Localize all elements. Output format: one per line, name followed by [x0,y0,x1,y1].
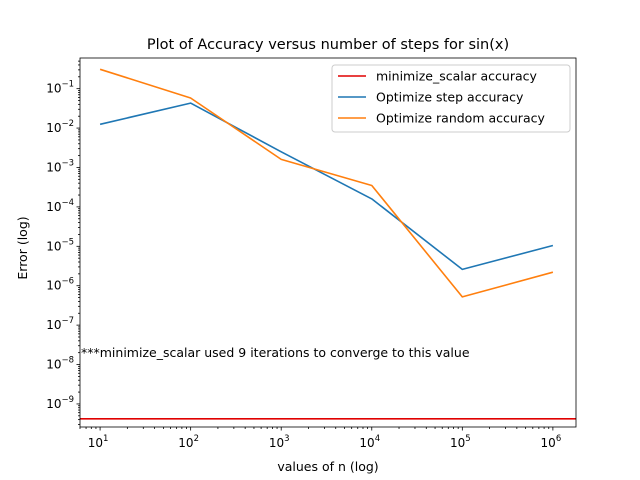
x-tick-label-exponent: 2 [194,434,199,444]
y-tick-label-exponent: −5 [61,237,74,247]
x-tick-label-base: 10 [450,436,465,450]
y-tick-label-base: 10 [46,318,61,332]
y-tick-label-exponent: −8 [61,356,74,366]
legend-box [331,64,571,133]
y-axis-label: Error (log) [15,216,30,279]
y-tick-label-base: 10 [46,279,61,293]
series-line-optimize-step [99,102,554,271]
y-tick-label-exponent: −9 [61,395,74,405]
legend-label: minimize_scalar accuracy [376,69,537,84]
y-tick-label: 10−9 [46,395,74,411]
x-tick-label-base: 10 [541,436,556,450]
y-tick-label: 10−5 [46,237,74,253]
y-tick-label-base: 10 [46,82,61,96]
x-tick-label-base: 10 [359,436,374,450]
x-axis-label: values of n (log) [277,459,378,474]
x-tick-label-base: 10 [88,436,103,450]
y-tick-label-base: 10 [46,239,61,253]
y-tick-label-base: 10 [46,121,61,135]
y-tick-label-base: 10 [46,358,61,372]
y-tick-label: 10−4 [46,198,74,214]
x-tick-label: 101 [88,434,109,450]
legend-label: Optimize random accuracy [376,111,545,126]
plot-area: 101 102 103 104 105 10610−910−810−710−610−510… [46,57,577,450]
y-tick-label-exponent: −1 [61,80,74,90]
y-tick-label-exponent: −6 [61,277,74,287]
x-tick-label: 104 [359,434,380,450]
x-tick-label-base: 10 [178,436,193,450]
legend-label: Optimize step accuracy [376,90,524,105]
x-tick-label-exponent: 4 [375,434,380,444]
x-tick-label-exponent: 6 [556,434,561,444]
y-tick-label-base: 10 [46,397,61,411]
y-tick-label-base: 10 [46,200,61,214]
y-tick-label-exponent: −3 [61,158,74,168]
chart-title: Plot of Accuracy versus number of steps … [147,37,509,53]
x-tick-label: 105 [450,434,471,450]
x-tick-label: 103 [269,434,290,450]
y-tick-label: 10−2 [46,119,74,135]
y-tick-label: 10−6 [46,277,74,293]
x-tick-label-exponent: 5 [465,434,470,444]
y-tick-label: 10−8 [46,356,74,372]
series-line-optimize-random [99,68,554,298]
annotation-text: ***minimize_scalar used 9 iterations to … [81,345,470,360]
y-tick-label: 10−3 [46,158,74,174]
x-tick-label: 106 [541,434,562,450]
x-tick-label-base: 10 [269,436,284,450]
y-tick-label-exponent: −2 [61,119,74,129]
y-tick-label-base: 10 [46,160,61,174]
y-tick-label-exponent: −4 [61,198,74,208]
y-tick-label: 10−1 [46,80,74,96]
y-tick-label-exponent: −7 [61,316,74,326]
y-tick-label: 10−7 [46,316,74,332]
x-tick-label-exponent: 1 [103,434,108,444]
x-tick-label-exponent: 3 [284,434,289,444]
axes-frame [79,57,577,428]
x-tick-label: 102 [178,434,199,450]
